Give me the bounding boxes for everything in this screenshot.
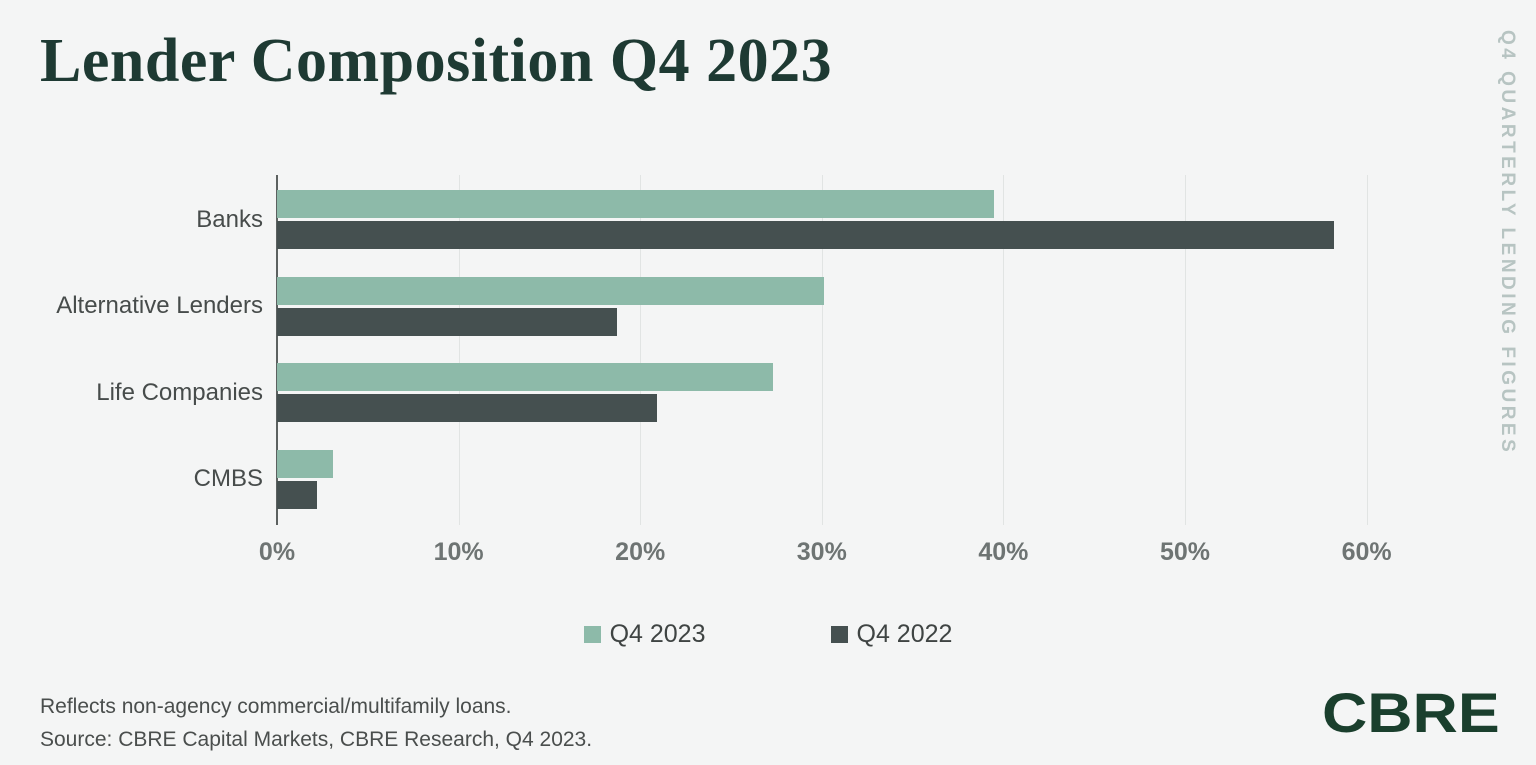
x-tick-label-50: 50% [1159,538,1211,566]
x-tick-label-10: 10% [433,538,484,566]
bar-cmbs-q4-2023 [277,449,334,478]
bar-cmbs-q4-2022 [277,480,317,509]
legend-swatch-icon [583,626,601,643]
bar-alternative-lenders-q4-2022 [277,307,617,336]
category-label-banks: Banks [196,205,263,233]
category-label-alternative-lenders: Alternative Lenders [56,292,263,319]
y-axis-line [276,175,278,525]
x-tick-label-20: 20% [615,538,666,566]
legend-item-q4-2022: Q4 2022 [830,620,953,649]
bar-chart-plot-area: 0% 10% 20% 30% 40% 50% 60% Banks Alternative Len… [56,175,1437,566]
cbre-logo: CBRE [1322,681,1500,744]
gridline-30pct [821,175,823,525]
footnote-line-1: Reflects non-agency commercial/multifami… [40,695,512,718]
x-tick-label-0: 0% [258,538,296,566]
chart-footnote: Reflects non-agency commercial/multifami… [40,690,592,756]
side-vertical-label: Q4 QUARTERLY LENDING FIGURES [1497,30,1518,456]
chart-legend: Q4 2023 Q4 2022 [0,620,1536,649]
category-label-life-companies: Life Companies [96,378,263,406]
x-tick-label-30: 30% [796,538,847,566]
gridline-10pct [458,175,460,525]
footnote-line-2: Source: CBRE Capital Markets, CBRE Resea… [40,728,593,751]
bar-life-companies-q4-2023 [277,363,773,391]
x-tick-label-60: 60% [1341,538,1392,566]
legend-label: Q4 2023 [609,620,706,648]
legend-swatch-icon [830,626,848,643]
legend-item-q4-2023: Q4 2023 [583,620,706,649]
gridline-40pct [1003,175,1005,525]
bar-alternative-lenders-q4-2023 [277,276,824,305]
category-label-cmbs: CMBS [193,465,263,492]
page-title: Lender Composition Q4 2023 [40,27,833,95]
x-tick-label-40: 40% [978,538,1029,566]
bar-banks-q4-2022 [277,221,1334,249]
legend-label: Q4 2022 [856,620,953,648]
gridline-50pct [1185,175,1186,525]
bar-banks-q4-2023 [277,190,995,218]
gridline-20pct [640,175,642,525]
gridline-60pct [1366,175,1368,525]
bar-life-companies-q4-2022 [277,394,657,422]
